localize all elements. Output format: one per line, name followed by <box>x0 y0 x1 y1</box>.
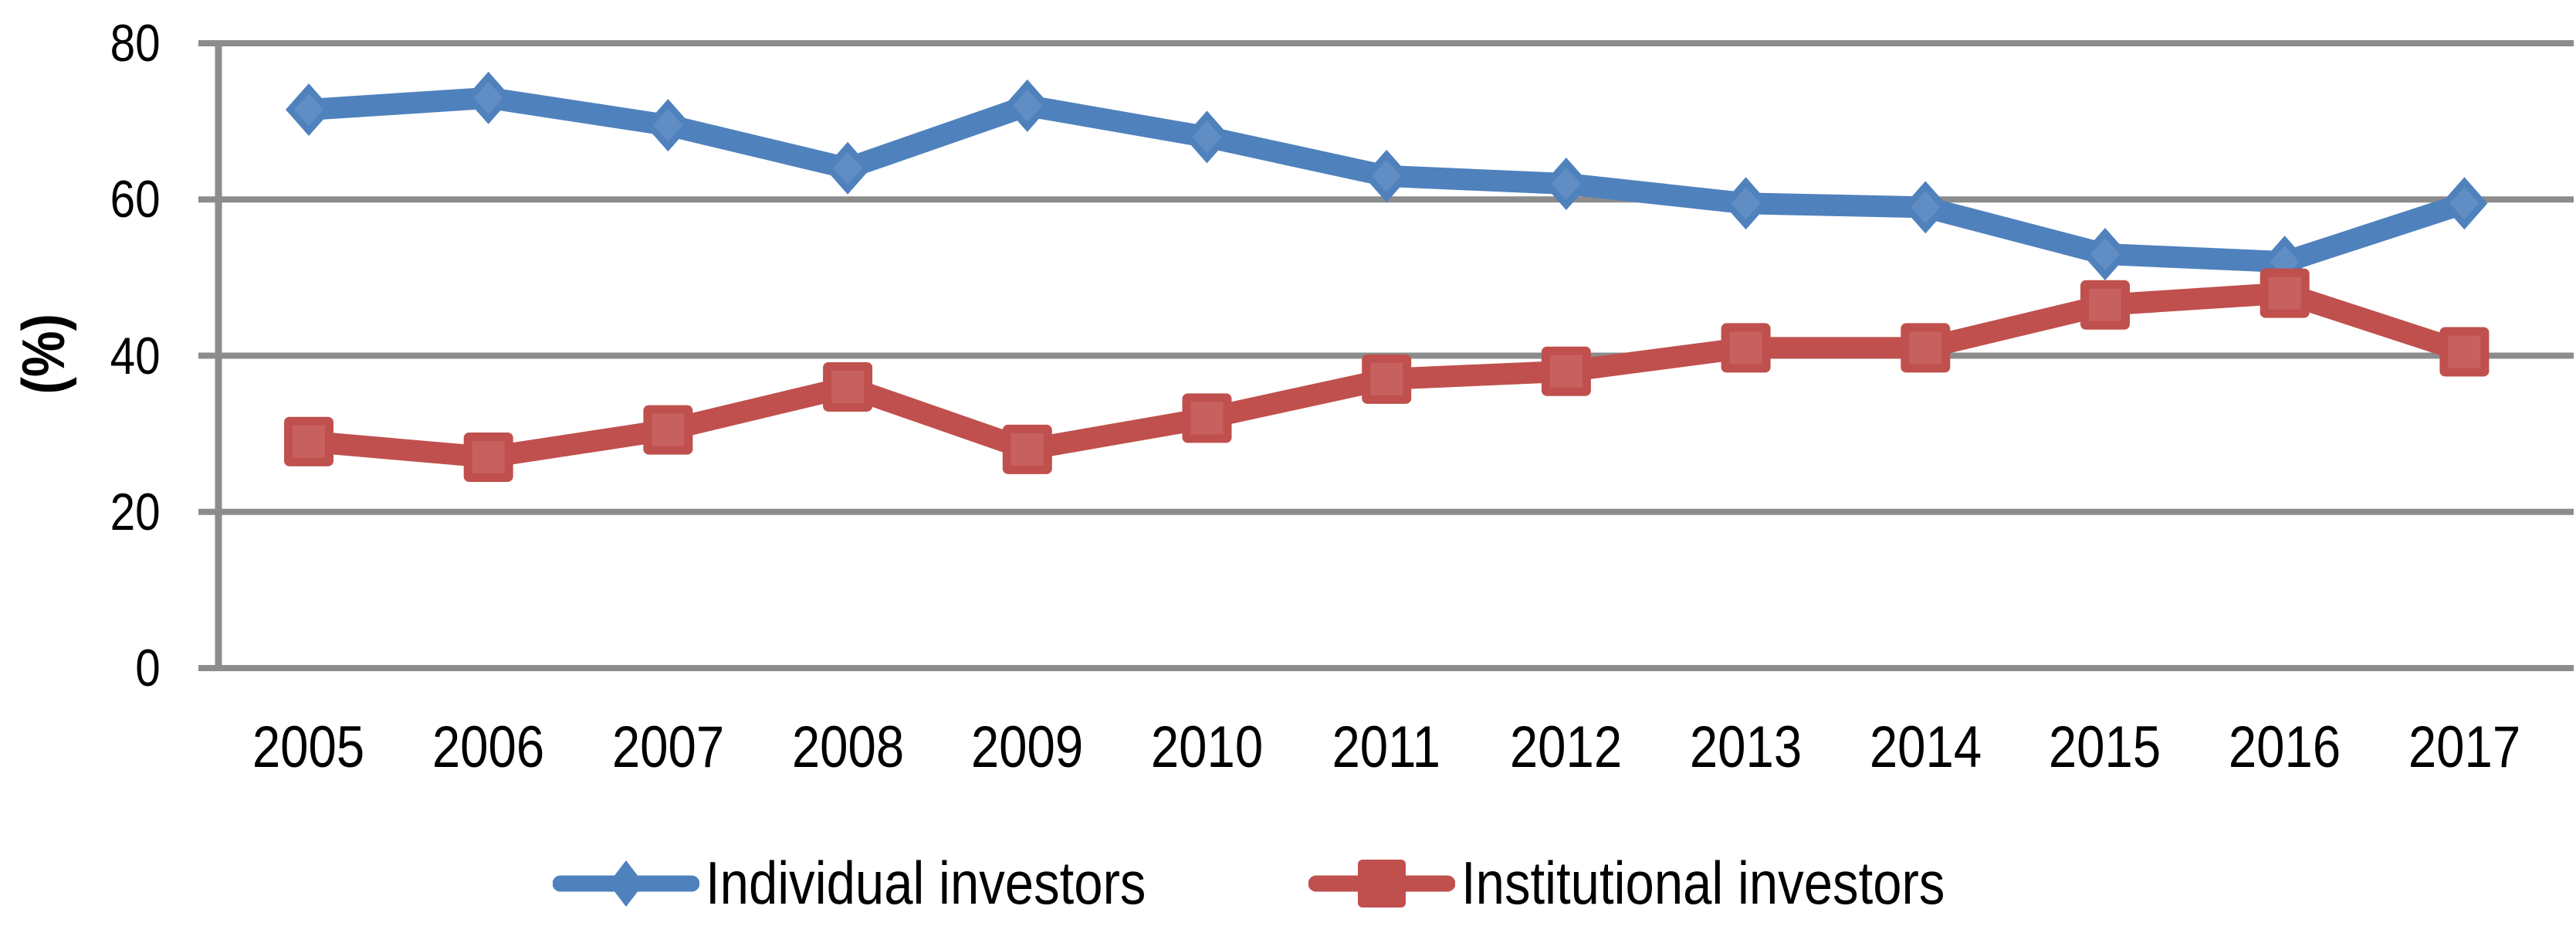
marker-individual-investors-2009 <box>1004 79 1051 132</box>
marker-institutional-investors-2014 <box>1901 323 1951 373</box>
x-tick-label-2009: 2009 <box>971 714 1084 780</box>
marker-institutional-investors-2007 <box>643 405 693 455</box>
y-axis-title: (%) <box>0 253 113 454</box>
x-tick-label-2016: 2016 <box>2228 714 2341 780</box>
marker-institutional-investors-2015 <box>2080 280 2130 330</box>
x-tick-label-2005: 2005 <box>252 714 365 780</box>
marker-institutional-investors-2009 <box>1002 424 1052 474</box>
marker-individual-investors-2013 <box>1722 177 1769 230</box>
y-axis-title-text: (%) <box>8 313 77 395</box>
x-tick-label-2012: 2012 <box>1510 714 1623 780</box>
y-tick-label-60: 60 <box>110 170 161 229</box>
marker-individual-investors-2006 <box>465 71 512 124</box>
x-tick-label-2010: 2010 <box>1150 714 1264 780</box>
legend-square-marker-icon <box>1308 860 1455 908</box>
marker-institutional-investors-2008 <box>823 361 873 412</box>
x-tick-label-2013: 2013 <box>1689 714 1803 780</box>
x-tick-label-2008: 2008 <box>791 714 904 780</box>
marker-individual-investors-2017 <box>2441 177 2488 230</box>
marker-individual-investors-2011 <box>1363 149 1410 202</box>
marker-individual-investors-2015 <box>2082 228 2128 281</box>
marker-institutional-investors-2006 <box>463 432 513 482</box>
x-tick-label-2007: 2007 <box>611 714 725 780</box>
marker-individual-investors-2014 <box>1902 181 1949 234</box>
legend-item-institutional-investors: Institutional investors <box>1308 846 2023 920</box>
y-tick-label-20: 20 <box>110 482 161 541</box>
x-tick-label-2011: 2011 <box>1332 714 1441 780</box>
marker-institutional-investors-2017 <box>2439 327 2490 377</box>
marker-individual-investors-2008 <box>824 141 872 195</box>
legend-label: Institutional investors <box>1461 849 1945 917</box>
x-tick-label-2017: 2017 <box>2408 714 2521 780</box>
marker-individual-investors-2012 <box>1542 158 1589 211</box>
x-tick-label-2015: 2015 <box>2049 714 2161 780</box>
x-tick-label-2014: 2014 <box>1869 714 1982 780</box>
x-tick-label-2006: 2006 <box>432 714 545 780</box>
marker-institutional-investors-2013 <box>1721 323 1771 373</box>
legend: Individual investors Institutional invest… <box>0 846 2576 920</box>
marker-individual-investors-2005 <box>286 83 332 136</box>
marker-institutional-investors-2005 <box>284 416 333 466</box>
marker-institutional-investors-2010 <box>1182 393 1232 443</box>
y-tick-label-80: 80 <box>110 14 161 73</box>
marker-individual-investors-2007 <box>645 99 692 152</box>
marker-institutional-investors-2012 <box>1541 346 1591 396</box>
y-tick-label-0: 0 <box>135 639 161 697</box>
legend-diamond-marker-icon <box>552 860 699 907</box>
legend-item-individual-investors: Individual investors <box>552 846 1217 920</box>
marker-individual-investors-2010 <box>1183 110 1230 164</box>
y-tick-label-40: 40 <box>110 326 161 385</box>
legend-label: Individual investors <box>705 849 1146 917</box>
marker-institutional-investors-2011 <box>1362 354 1412 404</box>
marker-institutional-investors-2016 <box>2260 268 2310 318</box>
